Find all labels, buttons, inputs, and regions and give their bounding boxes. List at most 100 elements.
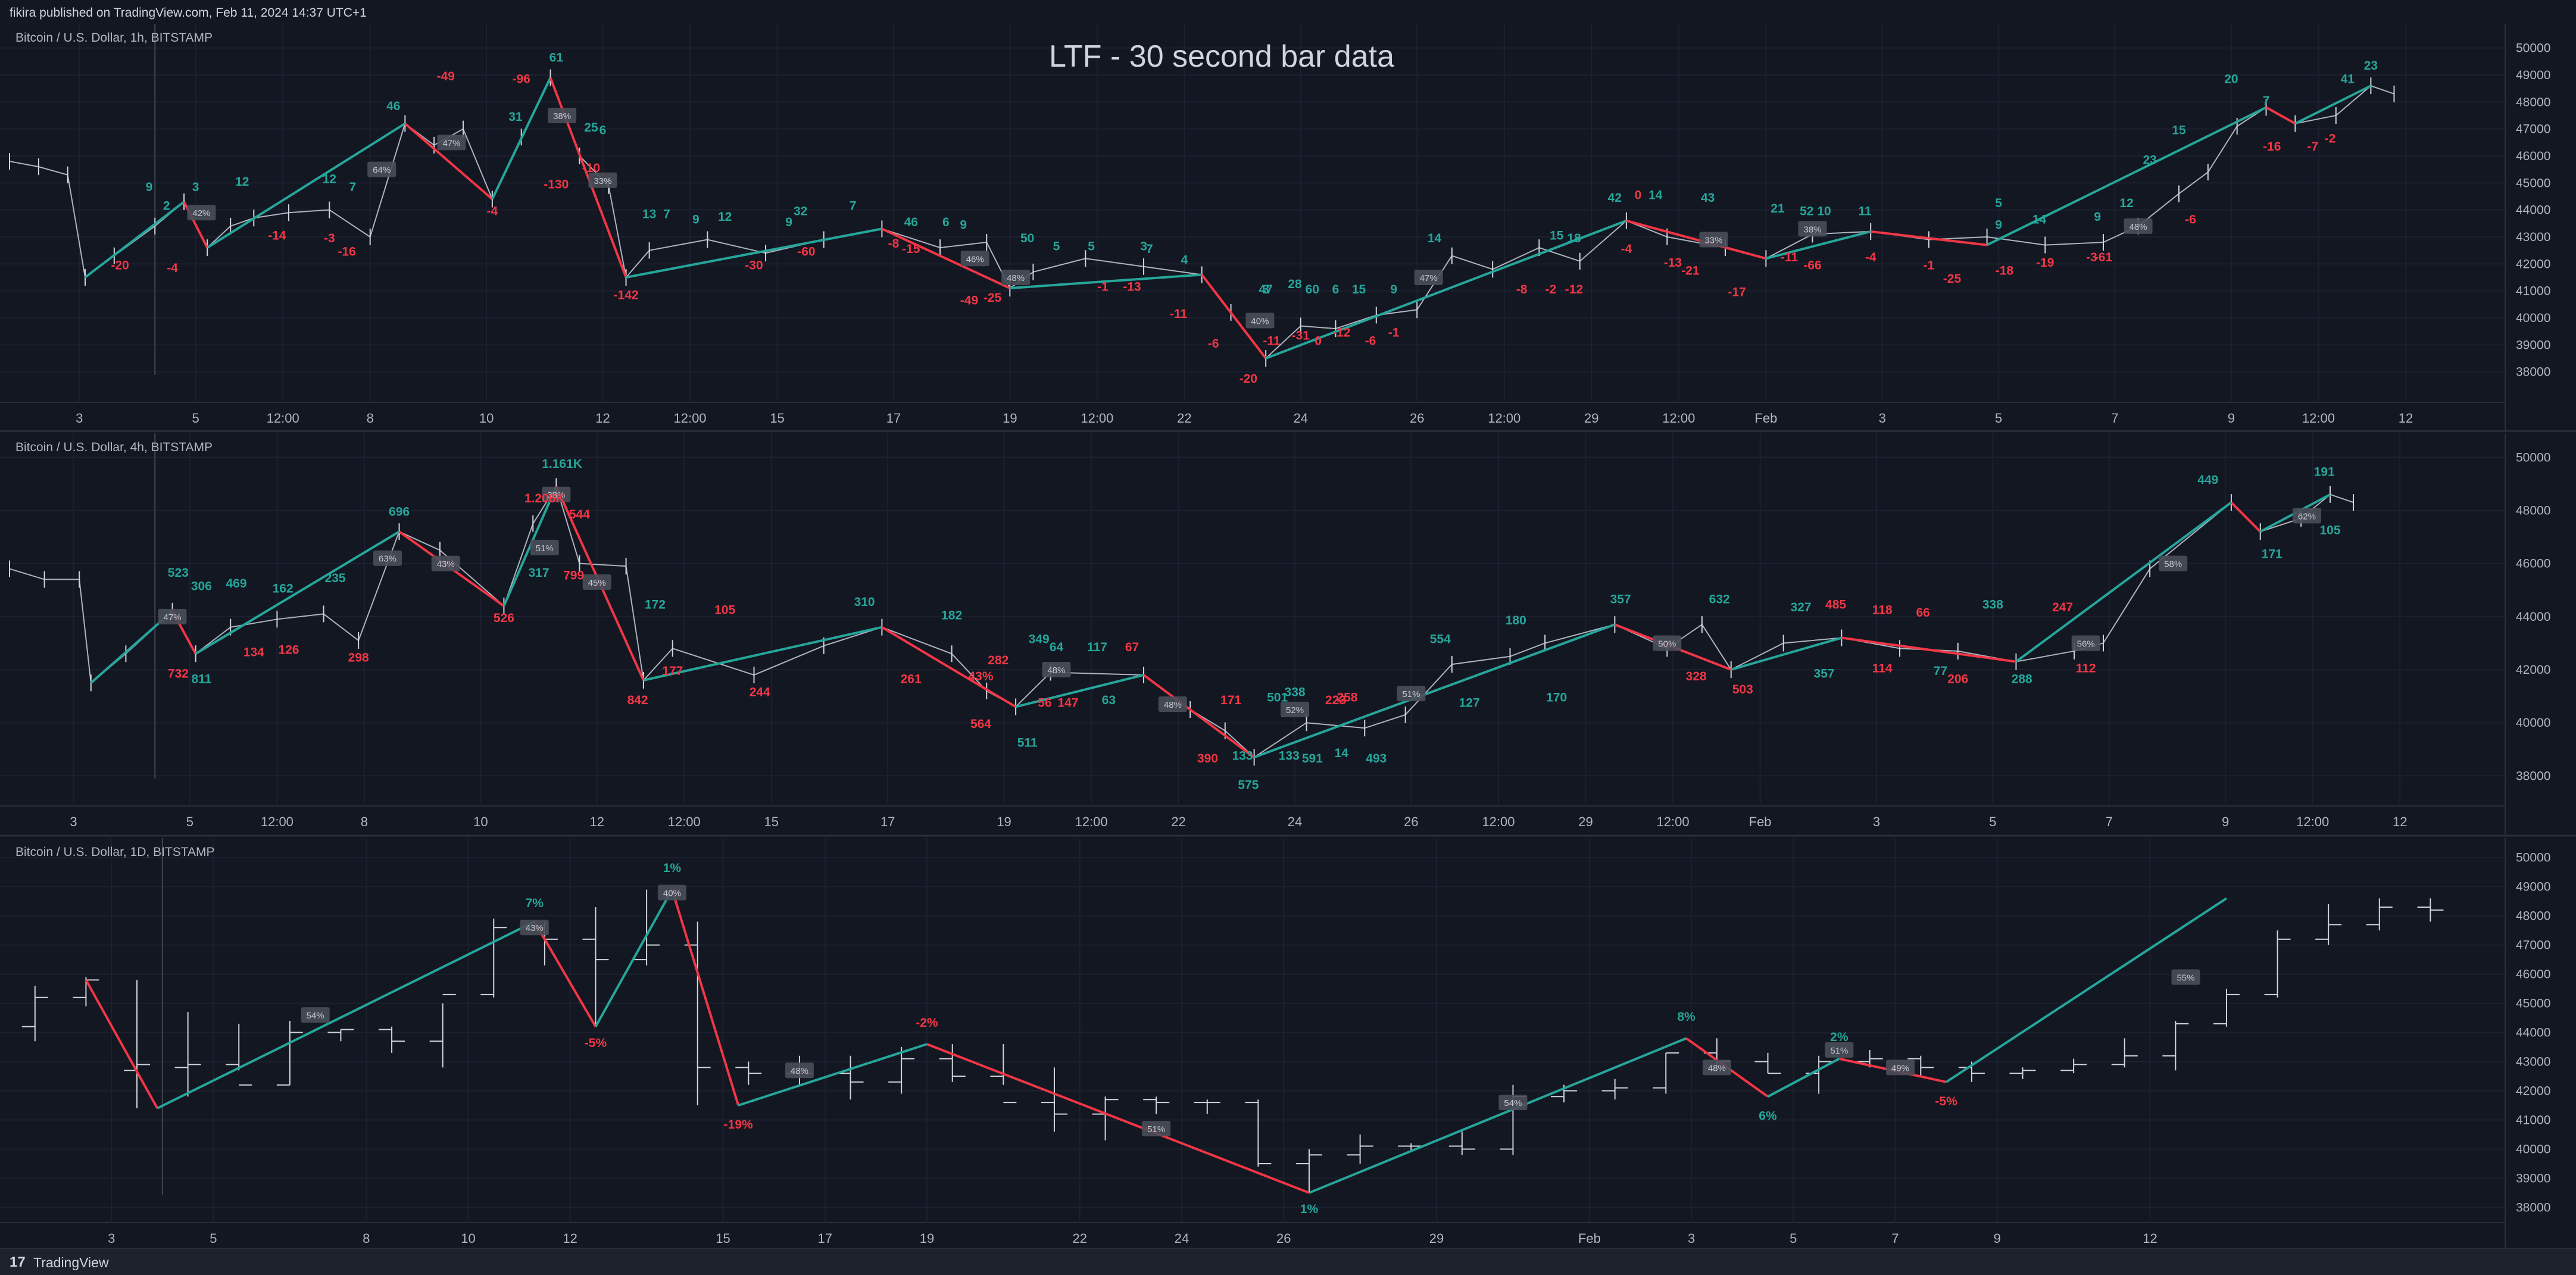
swing-annotation: 564 (970, 717, 991, 731)
swing-annotation: 47 (1259, 283, 1273, 296)
swing-annotation: 14 (1648, 189, 1663, 202)
swing-annotation: 133 (1279, 749, 1300, 763)
zigzag-segment (1986, 106, 2267, 246)
swing-annotation: 12 (323, 172, 336, 186)
y-tick-label: 50000 (2516, 451, 2550, 464)
swing-annotation: -13 (1123, 280, 1141, 294)
y-tick-label: 38000 (2516, 769, 2550, 783)
percent-box-label: 45% (588, 578, 606, 588)
swing-annotation: 18 (1567, 232, 1581, 245)
swing-annotation: 8% (1677, 1010, 1696, 1024)
swing-annotation: 449 (2197, 473, 2218, 487)
x-tick-label: 12 (563, 1231, 577, 1246)
swing-annotation: 799 (563, 568, 584, 582)
swing-annotation: -15 (902, 242, 920, 256)
swing-annotation: 177 (662, 664, 683, 678)
percent-box (530, 539, 559, 555)
x-tick-label: 3 (1873, 814, 1880, 829)
percent-box (2171, 969, 2200, 985)
chart-area[interactable]: 3800039000400004100042000430004400045000… (0, 24, 2576, 1249)
y-tick-label: 43000 (2516, 1055, 2550, 1069)
swing-annotation: 32 (794, 205, 807, 218)
swing-annotation: 282 (988, 654, 1008, 667)
percent-box-label: 47% (442, 138, 460, 148)
percent-box-label: 48% (791, 1066, 808, 1076)
swing-annotation: -5% (1935, 1095, 1957, 1108)
x-tick-label: 12:00 (1662, 411, 1695, 426)
zigzag-segment (643, 626, 882, 682)
swing-annotation: -4 (487, 205, 498, 218)
swing-annotation: 60 (1306, 283, 1319, 296)
swing-annotation: -11 (1170, 307, 1188, 321)
swing-annotation: 2% (1830, 1030, 1849, 1044)
swing-annotation: 117 (1087, 640, 1107, 654)
swing-annotation: -4 (1865, 251, 1876, 264)
x-tick-label: 10 (473, 814, 488, 829)
y-tick-label: 38000 (2516, 365, 2550, 379)
swing-annotation: 67 (1125, 640, 1139, 654)
percent-box-label: 40% (1251, 317, 1269, 327)
zigzag-segment (85, 979, 159, 1109)
publish-info-text: fikira published on TradingView.com, Feb… (10, 6, 367, 20)
swing-annotation: 338 (1285, 686, 1306, 699)
swing-annotation: -6 (1365, 334, 1376, 348)
swing-annotation: -1 (1388, 326, 1400, 340)
tradingview-logo-icon[interactable]: 17 (10, 1254, 26, 1270)
swing-annotation: 306 (191, 579, 212, 593)
swing-annotation: 23 (2143, 154, 2156, 167)
x-tick-label: 17 (880, 814, 895, 829)
y-tick-label: 42000 (2516, 663, 2550, 677)
x-tick-label: 5 (1790, 1231, 1797, 1246)
swing-annotation: 390 (1197, 752, 1218, 765)
swing-annotation: 632 (1709, 593, 1730, 607)
swing-annotation: 50 (1020, 232, 1034, 245)
swing-annotation: 21 (1771, 202, 1785, 215)
tradingview-brand-link[interactable]: TradingView (33, 1255, 109, 1270)
percent-box (2159, 555, 2188, 571)
swing-annotation: 327 (1790, 601, 1811, 614)
y-tick-label: 46000 (2516, 968, 2550, 982)
swing-annotation: 66 (1916, 606, 1929, 620)
swing-annotation: 206 (1947, 672, 1968, 686)
zigzag-segment (1767, 1057, 1840, 1098)
swing-annotation: 114 (1872, 661, 1893, 675)
percent-box-label: 49% (1891, 1063, 1909, 1073)
chart-panel-3[interactable]: 38000 39000 40000 41000 42000 43000 44000 45000… (0, 838, 2576, 1249)
y-tick-label: 44000 (2516, 1026, 2550, 1040)
percent-box-label: 48% (2130, 222, 2147, 232)
swing-annotation: 10 (1817, 205, 1831, 218)
swing-annotation: 7 (349, 180, 357, 194)
y-tick-label: 46000 (2516, 557, 2550, 571)
zigzag-segment (738, 1043, 928, 1107)
swing-annotation: 20 (2224, 73, 2238, 86)
y-tick-label: 39000 (2516, 338, 2550, 352)
swing-annotation: 23 (2364, 59, 2378, 73)
swing-annotation: 3 (1262, 283, 1269, 296)
chart-panel-1[interactable]: 3800039000400004100042000430004400045000… (0, 24, 2576, 432)
swing-annotation: 127 (1459, 696, 1480, 710)
zigzag-segment (670, 889, 740, 1106)
swing-annotation: 317 (528, 566, 549, 580)
percent-box-label: 46% (966, 254, 984, 264)
x-tick-label: 22 (1177, 411, 1191, 426)
x-tick-label: 15 (770, 411, 784, 426)
percent-box (373, 550, 402, 566)
swing-annotation: 842 (627, 693, 648, 707)
chart-panel-2[interactable]: 38000 40000 42000 44000 46000 48000 50000 3 5 12:… (0, 433, 2576, 837)
swing-annotation: 7 (2263, 94, 2270, 108)
y-tick-label: 45000 (2516, 176, 2550, 190)
x-tick-label: 12:00 (2302, 411, 2335, 426)
swing-annotation: -19 (2036, 256, 2054, 270)
swing-annotation: -66 (1803, 258, 1821, 272)
y-tick-label: 42000 (2516, 1085, 2550, 1098)
x-tick-label: 5 (1995, 411, 2002, 426)
zigzag-segment (1870, 230, 1987, 246)
zigzag-segment (881, 227, 1011, 289)
panel-symbol-label: Bitcoin / U.S. Dollar, 4h, BITSTAMP (15, 440, 213, 454)
percent-box-label: 51% (1147, 1124, 1165, 1135)
x-tick-label: 10 (461, 1231, 475, 1246)
x-tick-label: 19 (1003, 411, 1017, 426)
percent-box-label: 42% (192, 208, 210, 218)
y-tick-label: 41000 (2516, 1113, 2550, 1127)
swing-annotation: 591 (1302, 752, 1323, 765)
